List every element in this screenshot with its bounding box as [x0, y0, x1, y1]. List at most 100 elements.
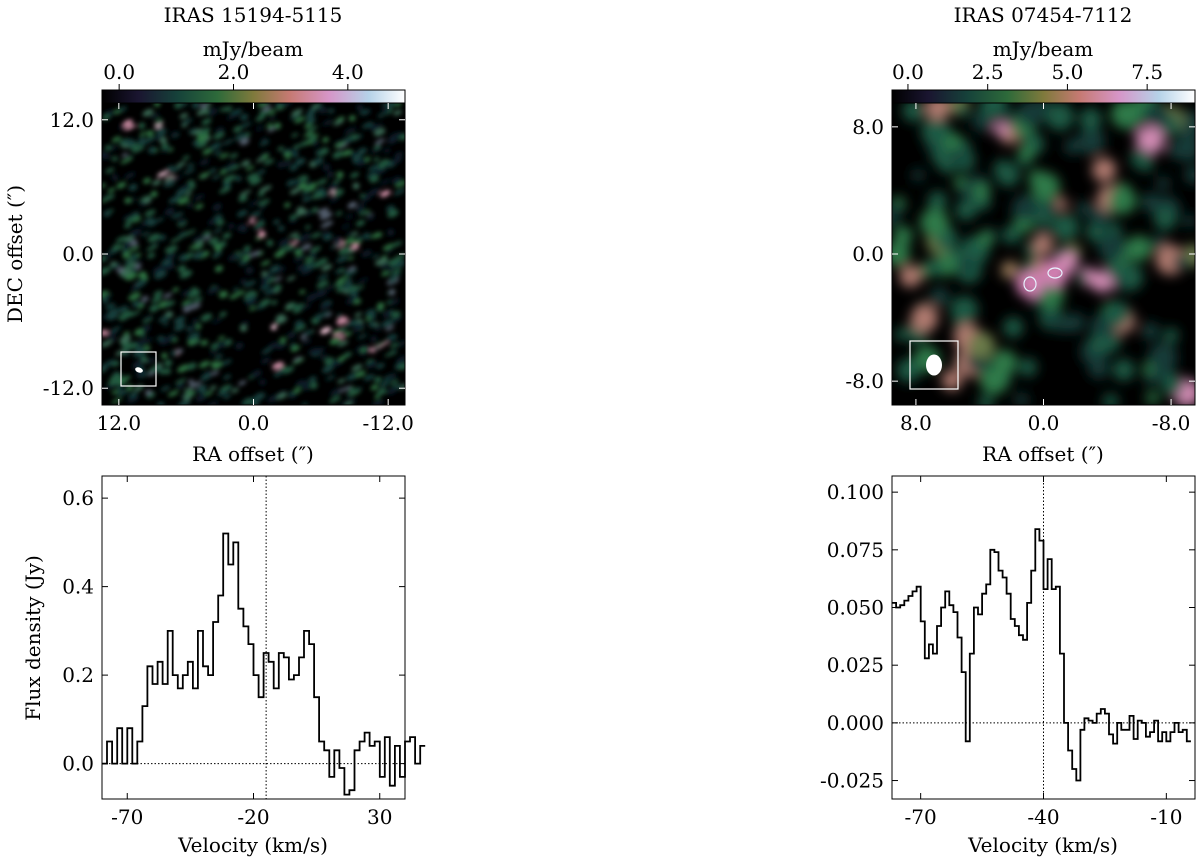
left-map-noise-blob [222, 138, 235, 146]
left-map-noise-blob [165, 165, 175, 172]
left-map-noise-blob [374, 376, 382, 384]
right-map-noise-blob [1144, 372, 1158, 386]
left-map-noise-blob [159, 368, 166, 375]
left-map-noise-blob [301, 190, 311, 196]
left-map-noise-blob [183, 229, 196, 237]
left-map-noise-blob [141, 337, 154, 344]
left-map-noise-blob [269, 115, 276, 121]
left-map-noise-blob [147, 219, 158, 227]
left-map-noise-blob [394, 151, 404, 158]
left-map-noise-blob [200, 373, 212, 381]
left-map-noise-blob [102, 329, 109, 336]
left-map-noise-blob [256, 169, 266, 175]
right-map-ytick-label-1: 0.0 [852, 242, 884, 266]
left-map-noise-blob [209, 142, 222, 151]
left-map-noise-blob [219, 169, 227, 175]
left-map-noise-blob [164, 368, 171, 375]
left-map-noise-blob [311, 207, 319, 213]
left-map-noise-blob [187, 332, 201, 341]
left-map-noise-blob [240, 325, 248, 332]
left-map-noise-blob [355, 370, 366, 378]
left-map-noise-blob [268, 109, 276, 115]
left-map-noise-blob [291, 108, 303, 116]
left-map-noise-blob [152, 265, 166, 274]
left-map-noise-blob [291, 132, 299, 138]
left-map-noise-blob [397, 362, 405, 370]
right-spectrum-xtick-label-1: -40 [1027, 805, 1059, 829]
left-map-noise-blob [141, 324, 151, 332]
left-map-noise-blob [214, 353, 223, 360]
left-map-noise-blob [354, 322, 365, 330]
left-map-xlabel: RA offset (″) [192, 442, 314, 466]
left-map-noise-blob [376, 363, 385, 369]
left-map-noise-blob [151, 296, 163, 303]
left-map-noise-blob [294, 249, 303, 256]
left-map-noise-blob [387, 374, 397, 381]
left-map-noise-blob [374, 325, 381, 331]
left-map-noise-blob [260, 357, 271, 364]
left-map-noise-blob [128, 183, 138, 191]
right-map-noise-blob [1110, 103, 1140, 129]
left-map-noise-blob [158, 315, 170, 323]
left-map-noise-blob [396, 340, 405, 347]
left-map-noise-blob [229, 153, 238, 159]
left-map-noise-blob [161, 352, 168, 359]
left-map-noise-blob [359, 200, 366, 205]
left-map-noise-blob [303, 131, 315, 138]
left-map-noise-blob [353, 285, 365, 292]
right-spectrum-ticks: -70 -40 -10 -0.025 0.000 0.025 0.050 0.075 0.100 [820, 476, 1195, 829]
left-map-noise-blob [165, 252, 176, 261]
left-map-noise-blob [389, 342, 399, 349]
left-map-noise-blob [337, 355, 347, 362]
right-map-panel: IRAS 07454-7112 mJy/beam 0.0 2.5 5.0 7.5 8.… [845, 3, 1196, 466]
left-map-noise-blob [370, 384, 379, 391]
left-beam-ellipse [135, 367, 143, 373]
right-map-noise-blob [1112, 358, 1135, 381]
left-map-noise-blob [318, 310, 331, 318]
left-map-noise-blob [213, 150, 223, 156]
left-map-noise-blob [344, 278, 353, 284]
left-map-noise-blob [279, 337, 287, 344]
left-map-noise-blob [195, 203, 204, 210]
left-map-noise-blob [207, 107, 218, 116]
left-map-noise-blob [109, 326, 122, 333]
left-map-noise-blob [356, 104, 364, 111]
left-map-noise-blob [262, 347, 273, 354]
left-map-noise-blob [249, 306, 257, 311]
left-map-noise-blob [293, 235, 300, 240]
left-map-noise-blob [289, 342, 297, 348]
right-map-title: IRAS 07454-7112 [954, 3, 1133, 27]
left-map-noise-blob [286, 331, 296, 339]
left-map-noise-blob [334, 280, 346, 287]
left-map-noise-blob [186, 163, 195, 168]
left-spectrum-xtick-label-0: -70 [111, 805, 143, 829]
left-map-noise-blob [333, 119, 344, 126]
left-map-noise-blob [356, 158, 367, 166]
left-map-image [102, 103, 405, 405]
left-map-noise-blob [128, 292, 141, 301]
right-map-noise-blob [941, 369, 963, 391]
right-spectrum-xlabel: Velocity (km/s) [967, 833, 1118, 857]
left-map-noise-blob [350, 243, 360, 251]
left-map-noise-blob [259, 204, 266, 210]
left-map-noise-blob [214, 265, 224, 273]
left-map-noise-blob [368, 321, 376, 328]
left-map-xtick-label-2: -12.0 [363, 411, 414, 435]
left-map-noise-blob [233, 125, 243, 133]
left-map-noise-blob [249, 211, 262, 218]
right-map-emission-blob [1033, 235, 1053, 255]
right-map-noise-blob [972, 183, 990, 200]
right-map-noise-blob [1140, 192, 1160, 212]
left-map-noise-blob [211, 361, 223, 370]
left-map-noise-blob [273, 371, 281, 377]
left-map-noise-blob [315, 149, 323, 155]
left-map-noise-blob [281, 366, 295, 374]
left-map-noise-blob [267, 394, 281, 403]
right-spectrum-panel: -70 -40 -10 -0.025 0.000 0.025 0.050 0.075 0.100… [820, 475, 1196, 857]
left-map-noise-blob [339, 268, 346, 273]
left-map-noise-blob [262, 105, 272, 112]
left-map-noise-blob [177, 399, 191, 405]
left-map-noise-blob [102, 267, 111, 276]
left-map-noise-blob [130, 239, 138, 247]
